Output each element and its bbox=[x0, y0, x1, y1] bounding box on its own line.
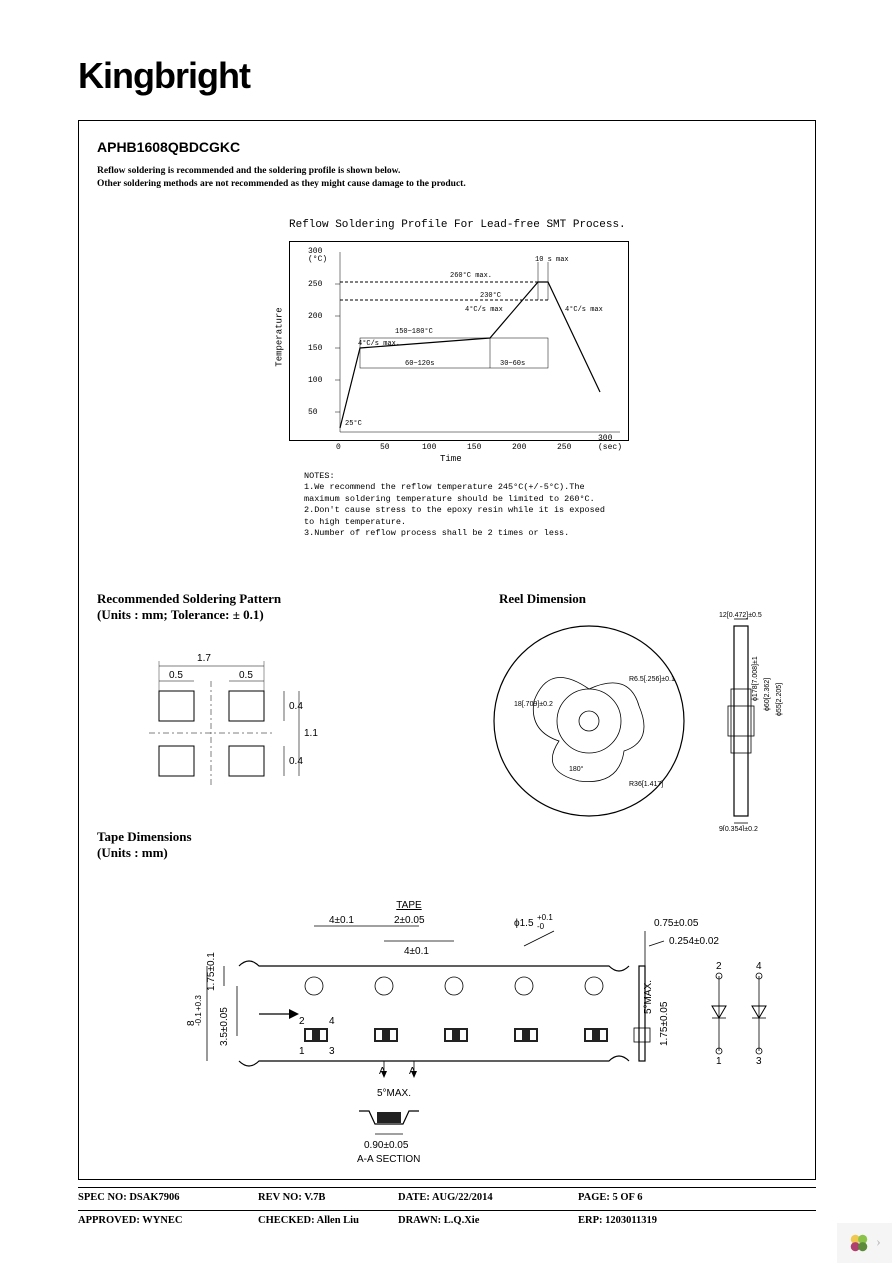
svg-text:A-A SECTION: A-A SECTION bbox=[357, 1154, 420, 1165]
footer-rule-1 bbox=[78, 1187, 816, 1188]
svg-text:4±0.1: 4±0.1 bbox=[329, 915, 354, 926]
svg-text:3.5±0.05: 3.5±0.05 bbox=[219, 1007, 230, 1046]
reel-title: Reel Dimension bbox=[499, 591, 586, 607]
soldering-pattern-title: Recommended Soldering Pattern (Units : m… bbox=[97, 591, 281, 623]
ann-peakzone: 30~60s bbox=[500, 360, 525, 368]
tape-title: Tape Dimensions (Units : mm) bbox=[97, 829, 192, 861]
svg-text:1.7: 1.7 bbox=[197, 653, 211, 664]
xtick: 50 bbox=[380, 443, 390, 452]
svg-text:0.5: 0.5 bbox=[169, 670, 183, 681]
brand-logo: Kingbright bbox=[78, 55, 250, 97]
ann-rampup-l: 4°C/s max. bbox=[358, 340, 400, 348]
svg-text:0.254±0.02: 0.254±0.02 bbox=[669, 936, 719, 947]
x-axis-label: Time bbox=[440, 454, 462, 464]
footer-row-2: APPROVED: WYNEC CHECKED: Allen Liu DRAWN… bbox=[78, 1215, 816, 1233]
ann-peak-time: 10 s max bbox=[535, 256, 569, 264]
svg-text:0.4: 0.4 bbox=[289, 701, 303, 712]
drawn-label: DRAWN: L.Q.Xie bbox=[398, 1215, 479, 1226]
svg-text:R6.5[.256]±0.1: R6.5[.256]±0.1 bbox=[629, 676, 675, 683]
svg-text:5°MAX.: 5°MAX. bbox=[377, 1088, 411, 1099]
ann-start: 25°C bbox=[345, 420, 362, 428]
note-line: to high temperature. bbox=[304, 517, 664, 528]
svg-text:1.75±0.05: 1.75±0.05 bbox=[659, 1001, 670, 1046]
svg-text:1: 1 bbox=[716, 1056, 722, 1067]
note-line: maximum soldering temperature should be … bbox=[304, 494, 664, 505]
svg-text:-0.1: -0.1 bbox=[194, 1012, 203, 1026]
ann-230: 230°C bbox=[480, 292, 501, 300]
part-number: APHB1608QBDCGKC bbox=[97, 139, 240, 155]
flower-icon bbox=[848, 1232, 870, 1254]
svg-text:ϕ60[2.362]: ϕ60[2.362] bbox=[764, 678, 771, 711]
xtick: 200 bbox=[512, 443, 526, 452]
soldering-pattern-diagram: 1.7 0.5 0.5 0.4 1.1 0.4 bbox=[119, 641, 339, 811]
note-line: 2.Don't cause stress to the epoxy resin … bbox=[304, 505, 664, 516]
svg-text:2±0.05: 2±0.05 bbox=[394, 915, 425, 926]
intro-line: Other soldering methods are not recommen… bbox=[97, 178, 466, 191]
intro-text: Reflow soldering is recommended and the … bbox=[97, 165, 466, 191]
svg-text:-0: -0 bbox=[537, 922, 545, 931]
reflow-chart: Temperature 300 (°C) 250 200 150 100 50 … bbox=[289, 241, 629, 441]
date-label: DATE: AUG/22/2014 bbox=[398, 1192, 493, 1203]
svg-text:18[.709]±0.2: 18[.709]±0.2 bbox=[514, 701, 553, 708]
svg-text:1: 1 bbox=[299, 1046, 305, 1057]
svg-text:2: 2 bbox=[716, 961, 722, 972]
xtick: 150 bbox=[467, 443, 481, 452]
spec-label: SPEC NO: DSAK7906 bbox=[78, 1192, 180, 1203]
svg-text:ϕ55[2.205]: ϕ55[2.205] bbox=[776, 683, 783, 716]
ann-peak-temp: 260°C max. bbox=[450, 272, 492, 280]
reflow-notes: NOTES: 1.We recommend the reflow tempera… bbox=[304, 471, 664, 540]
svg-text:R36[1.417]: R36[1.417] bbox=[629, 781, 663, 788]
svg-text:180°: 180° bbox=[569, 765, 584, 773]
xtick: 0 bbox=[336, 443, 341, 452]
svg-text:1.1: 1.1 bbox=[304, 728, 318, 739]
svg-text:2: 2 bbox=[299, 1016, 305, 1027]
svg-text:0.75±0.05: 0.75±0.05 bbox=[654, 918, 699, 929]
erp-label: ERP: 1203011319 bbox=[578, 1215, 657, 1226]
ann-preheat-time: 60~120s bbox=[405, 360, 434, 368]
svg-text:0.4: 0.4 bbox=[289, 756, 303, 767]
rev-label: REV NO: V.7B bbox=[258, 1192, 325, 1203]
svg-text:ϕ178[7.008]±1: ϕ178[7.008]±1 bbox=[752, 656, 759, 701]
svg-text:4: 4 bbox=[756, 961, 762, 972]
svg-text:4: 4 bbox=[329, 1016, 335, 1027]
svg-text:TAPE: TAPE bbox=[396, 900, 422, 911]
svg-text:+0.1: +0.1 bbox=[537, 913, 553, 922]
footer-row-1: SPEC NO: DSAK7906 REV NO: V.7B DATE: AUG… bbox=[78, 1192, 816, 1210]
ann-preheat: 150~180°C bbox=[395, 328, 433, 336]
reel-diagram: 18[.709]±0.2 R6.5[.256]±0.1 R36[1.417] 1… bbox=[479, 611, 809, 831]
svg-text:1.75±0.1: 1.75±0.1 bbox=[206, 952, 217, 991]
chevron-right-icon: › bbox=[876, 1235, 881, 1251]
ann-rampdown: 4°C/s max bbox=[565, 306, 603, 314]
svg-text:3: 3 bbox=[756, 1056, 762, 1067]
svg-text:+0.3: +0.3 bbox=[194, 995, 203, 1011]
datasheet-page: Kingbright APHB1608QBDCGKC Reflow solder… bbox=[0, 0, 892, 1263]
svg-text:3: 3 bbox=[329, 1046, 335, 1057]
tape-diagram: TAPE 4±0.1 bbox=[119, 896, 799, 1166]
svg-text:12[0.472]±0.5: 12[0.472]±0.5 bbox=[719, 612, 762, 619]
nav-corner[interactable]: › bbox=[837, 1223, 892, 1263]
xtick: 100 bbox=[422, 443, 436, 452]
svg-text:0.90±0.05: 0.90±0.05 bbox=[364, 1140, 409, 1151]
svg-text:5°MAX.: 5°MAX. bbox=[643, 980, 654, 1014]
approved-label: APPROVED: WYNEC bbox=[78, 1215, 183, 1226]
svg-text:4±0.1: 4±0.1 bbox=[404, 946, 429, 957]
content-frame: APHB1608QBDCGKC Reflow soldering is reco… bbox=[78, 120, 816, 1180]
xtick: 250 bbox=[557, 443, 571, 452]
note-line: 3.Number of reflow process shall be 2 ti… bbox=[304, 528, 664, 539]
checked-label: CHECKED: Allen Liu bbox=[258, 1215, 359, 1226]
note-line: 1.We recommend the reflow temperature 24… bbox=[304, 482, 664, 493]
svg-text:9[0.354]±0.2: 9[0.354]±0.2 bbox=[719, 826, 758, 831]
reflow-chart-title: Reflow Soldering Profile For Lead-free S… bbox=[289, 219, 626, 231]
page-label: PAGE: 5 OF 6 bbox=[578, 1192, 642, 1203]
ann-rampup-r: 4°C/s max bbox=[465, 306, 503, 314]
svg-text:ϕ1.5: ϕ1.5 bbox=[514, 918, 534, 929]
footer-rule-2 bbox=[78, 1210, 816, 1211]
y-axis-label: Temperature bbox=[275, 307, 285, 366]
intro-line: Reflow soldering is recommended and the … bbox=[97, 165, 466, 178]
notes-title: NOTES: bbox=[304, 471, 664, 482]
svg-text:0.5: 0.5 bbox=[239, 670, 253, 681]
